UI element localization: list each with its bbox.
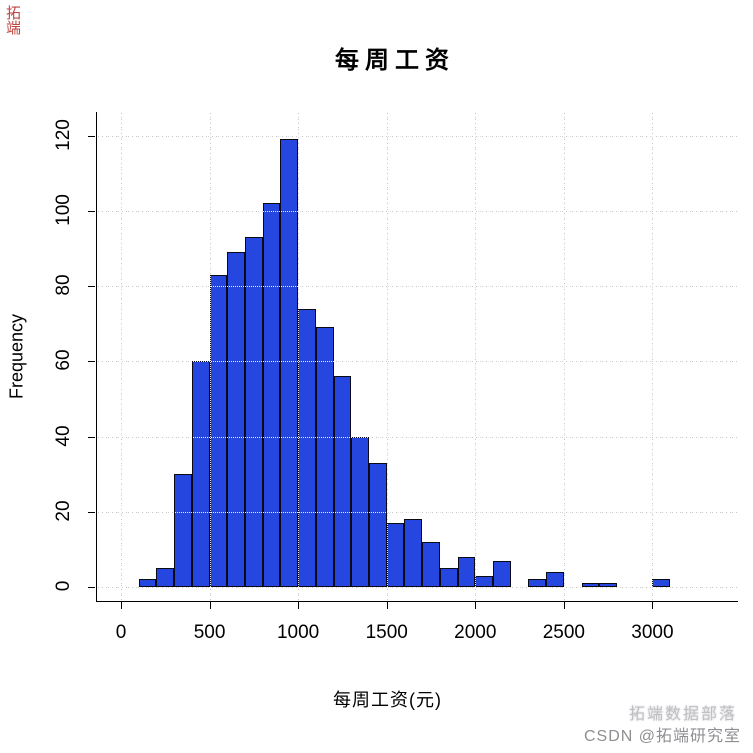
h-gridline-overlay — [96, 210, 738, 212]
histogram-bar — [209, 274, 228, 587]
h-gridline-overlay — [96, 361, 738, 363]
y-axis-tick — [88, 361, 95, 363]
histogram-bar — [174, 474, 192, 587]
h-gridline-overlay — [96, 587, 738, 588]
v-gridline-overlay — [386, 112, 388, 601]
h-gridline-overlay — [96, 511, 738, 513]
histogram-bar — [262, 203, 281, 587]
histogram-bar — [298, 308, 316, 587]
x-tick-label: 0 — [115, 622, 127, 643]
histogram-bar — [422, 541, 440, 587]
y-axis-line — [96, 112, 97, 601]
x-axis-tick — [209, 602, 211, 609]
histogram-bar — [439, 568, 458, 587]
histogram-bar — [191, 361, 210, 587]
histogram-bar — [315, 327, 334, 587]
x-axis-tick — [475, 602, 477, 609]
histogram-bar — [528, 579, 547, 587]
x-axis-tick — [386, 602, 388, 609]
y-axis-tick — [88, 587, 95, 588]
x-tick-label: 1000 — [276, 622, 320, 643]
v-gridline-overlay — [298, 112, 300, 601]
y-tick-label: 100 — [53, 193, 74, 226]
histogram-bar — [333, 376, 352, 587]
x-tick-label: 2000 — [454, 622, 497, 643]
x-axis-tick — [298, 602, 300, 609]
histogram-bar — [156, 568, 175, 587]
h-gridline-overlay — [96, 436, 738, 438]
y-tick-label: 40 — [53, 424, 74, 447]
x-axis-title: 每周工资(元) — [333, 690, 442, 710]
histogram-bar — [386, 523, 405, 587]
x-tick-label: 3000 — [631, 622, 674, 643]
x-tick-label: 1500 — [365, 622, 408, 643]
histogram-bar — [492, 560, 511, 587]
corner-red-watermark: 拓端 — [4, 5, 20, 35]
v-gridline-overlay — [121, 112, 122, 601]
v-gridline-overlay — [209, 112, 211, 601]
y-axis-tick — [88, 436, 95, 438]
y-tick-label: 20 — [53, 500, 74, 522]
histogram-bar — [368, 462, 387, 587]
histogram-bar — [652, 579, 671, 587]
x-tick-label: 500 — [193, 622, 226, 643]
y-tick-label: 80 — [53, 274, 74, 296]
histogram-bar — [457, 556, 476, 587]
x-axis-tick — [121, 602, 122, 609]
histogram-bar — [581, 583, 600, 587]
histogram-bar — [546, 571, 564, 587]
x-axis-line — [96, 601, 738, 602]
histogram-bar — [280, 139, 299, 587]
y-tick-label: 0 — [53, 580, 74, 592]
y-axis-title: Frequency — [6, 313, 27, 400]
histogram-bar — [244, 237, 263, 587]
x-axis-tick — [652, 602, 654, 609]
y-axis-tick — [88, 286, 95, 287]
x-axis-tick — [563, 602, 565, 609]
chart-title: 每周工资 — [335, 45, 455, 74]
v-gridline-overlay — [475, 112, 477, 601]
histogram-bar — [599, 583, 617, 587]
v-gridline-overlay — [652, 112, 654, 601]
y-tick-label: 120 — [53, 118, 74, 151]
y-tick-label: 60 — [53, 349, 74, 371]
histogram-bar — [475, 575, 493, 587]
x-tick-label: 2500 — [542, 622, 585, 643]
y-axis-tick — [88, 135, 95, 137]
y-axis-tick — [88, 511, 95, 513]
h-gridline-overlay — [96, 135, 738, 137]
histogram-bar — [227, 252, 245, 587]
watermark-csdn-text: CSDN @拓端研究室 — [583, 728, 741, 745]
v-gridline-overlay — [563, 112, 565, 601]
histogram-bar — [404, 519, 423, 587]
watermark-faint-text: 拓端数据部落 — [628, 706, 737, 723]
h-gridline-overlay — [96, 286, 738, 287]
histogram-bar — [138, 579, 157, 587]
y-axis-tick — [88, 210, 95, 212]
